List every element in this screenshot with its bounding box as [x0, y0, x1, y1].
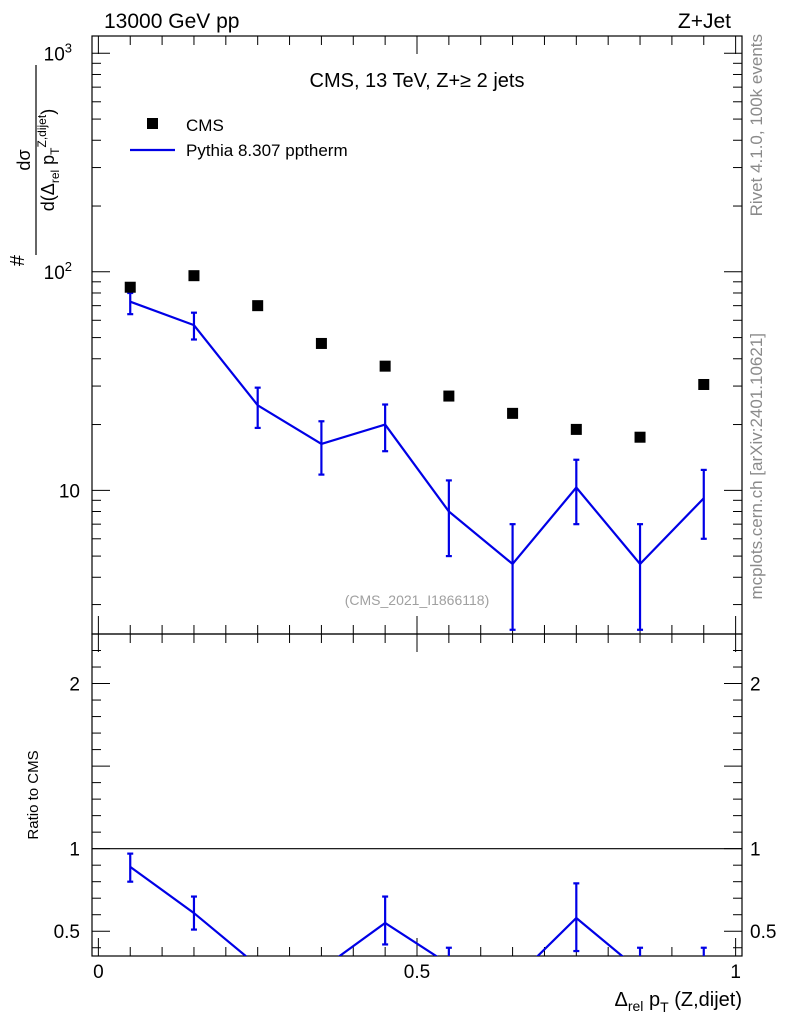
- header-left-title: 13000 GeV pp: [104, 10, 239, 33]
- cms-data-point: [443, 390, 455, 402]
- x-tick-label-0.5: 0.5: [404, 962, 430, 983]
- ratio-tick-label-1-right: 1: [750, 840, 761, 861]
- ratio-tick-label-0.5-right: 0.5: [750, 922, 776, 943]
- svg-text:d(Δrel pTZ,dijet): d(Δrel pTZ,dijet): [35, 109, 62, 211]
- legend-data-marker: [147, 118, 158, 129]
- ratio-tick-label-2-right: 2: [750, 675, 761, 696]
- header-right-title: Z+Jet: [678, 10, 731, 33]
- y-tick-label-10: 10: [59, 481, 80, 502]
- cms-data-point: [252, 300, 264, 312]
- cms-data-point: [315, 337, 327, 349]
- cms-data-point: [570, 423, 582, 435]
- y-axis-label: dσ d(Δrel pTZ,dijet) #: [7, 65, 62, 266]
- legend-mc-label: Pythia 8.307 pptherm: [186, 141, 348, 160]
- svg-text:#: #: [7, 254, 29, 266]
- ratio-tick-label-2-left: 2: [69, 675, 80, 696]
- cms-data-point: [188, 270, 200, 282]
- y-tick-label-1000: 103: [44, 40, 72, 65]
- mc-line: [129, 300, 705, 566]
- x-tick-label-0: 0: [93, 962, 104, 983]
- svg-text:dσ: dσ: [14, 149, 34, 170]
- ratio-plot-frame: [91, 633, 743, 957]
- analysis-watermark: (CMS_2021_I1866118): [345, 592, 490, 608]
- plot-title: CMS, 13 TeV, Z+≥ 2 jets: [310, 70, 525, 92]
- x-ticks: [97, 36, 737, 956]
- cms-data-point: [634, 431, 646, 443]
- ratio-axis-label: Ratio to CMS: [25, 750, 42, 839]
- x-tick-label-1: 1: [730, 962, 741, 983]
- rivet-version-label: Rivet 4.1.0, 100k events: [747, 34, 766, 216]
- legend-data-label: CMS: [186, 116, 224, 135]
- cms-data-point: [507, 407, 519, 419]
- x-axis-label: Δrel pT (Z,dijet): [614, 989, 742, 1015]
- main-data-layer: [124, 270, 710, 631]
- ratio-tick-label-1-left: 1: [69, 840, 80, 861]
- cms-data-point: [379, 360, 391, 372]
- ratio-data-layer: [127, 852, 707, 956]
- ratio-tick-label-0.5-left: 0.5: [54, 922, 80, 943]
- ratio-line: [129, 865, 624, 956]
- main-y-ticks: [92, 52, 742, 606]
- cms-data-point: [698, 378, 710, 390]
- cms-data-point: [124, 281, 136, 293]
- y-tick-label-100: 102: [44, 259, 72, 284]
- mcplots-label: mcplots.cern.ch [arXiv:2401.10621]: [747, 333, 766, 599]
- ratio-y-ticks: [92, 650, 742, 949]
